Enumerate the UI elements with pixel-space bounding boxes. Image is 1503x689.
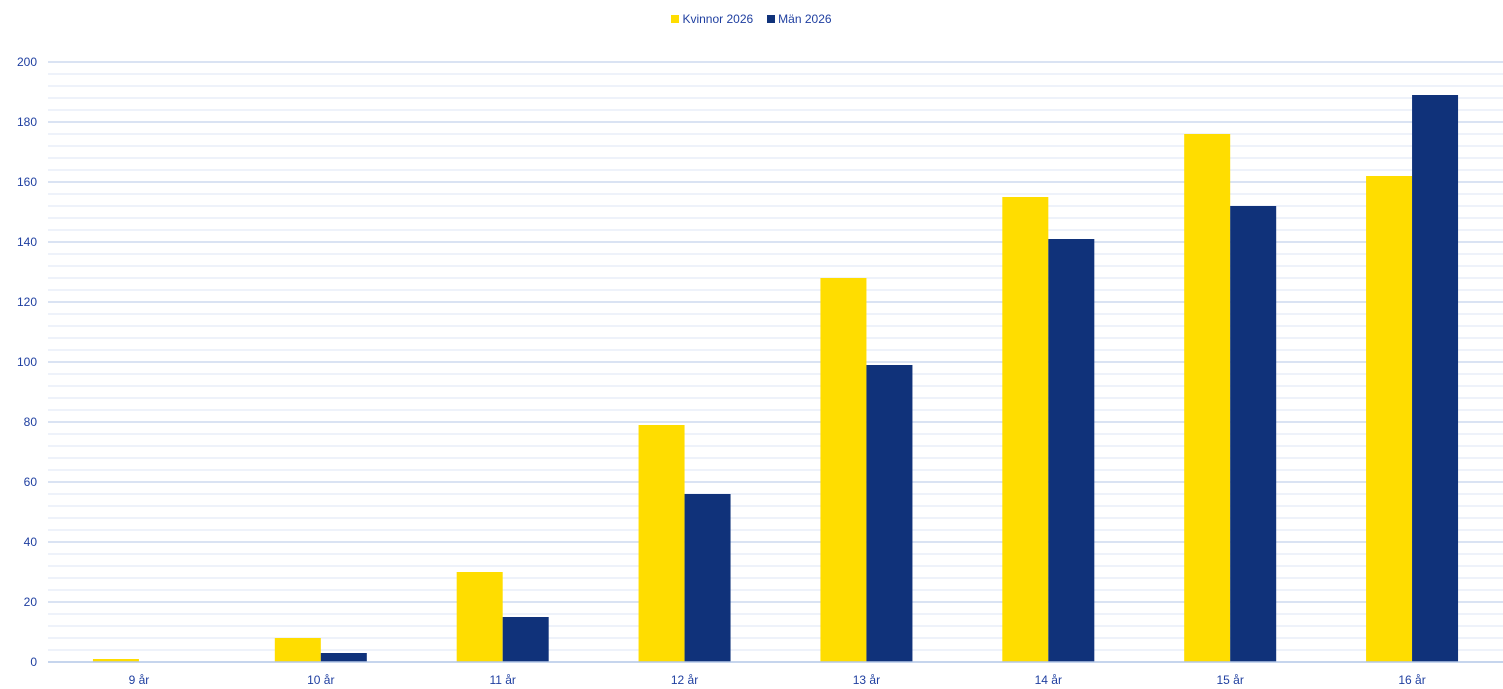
y-tick-label: 60	[24, 475, 38, 489]
y-tick-label: 200	[17, 55, 37, 69]
x-tick-label: 11 år	[489, 673, 515, 687]
bars	[92, 95, 1459, 662]
major-gridlines	[48, 61, 1503, 603]
bar-man	[320, 653, 367, 662]
y-tick-label: 0	[30, 655, 37, 669]
bar-man	[1048, 239, 1095, 662]
bar-man	[1412, 95, 1459, 662]
bar-kvinnor	[1184, 134, 1231, 662]
legend-item-man: Män 2026	[767, 12, 832, 26]
y-tick-label: 100	[17, 355, 37, 369]
x-tick-label: 12 år	[671, 673, 698, 687]
legend-swatch-kvinnor	[671, 15, 680, 23]
y-tick-label: 180	[17, 115, 37, 129]
legend: Kvinnor 2026 Män 2026	[0, 12, 1503, 26]
bar-kvinnor	[92, 659, 139, 662]
x-tick-label: 13 år	[853, 673, 880, 687]
y-axis-labels: 0 20 40 60 80 100 120 140 160 180 200	[17, 55, 37, 669]
bar-kvinnor	[1002, 197, 1049, 662]
x-axis-labels: 9 år 10 år 11 år 12 år 13 år 14 år 15 år 16 år	[129, 673, 1426, 687]
bar-kvinnor	[820, 278, 867, 662]
bar-kvinnor	[638, 425, 685, 662]
legend-item-kvinnor: Kvinnor 2026	[671, 12, 753, 26]
bar-kvinnor	[1366, 176, 1413, 662]
bar-man	[1230, 206, 1277, 662]
y-tick-label: 20	[24, 595, 38, 609]
y-tick-label: 80	[24, 415, 38, 429]
x-tick-label: 9 år	[129, 673, 150, 687]
x-tick-label: 16 år	[1398, 673, 1425, 687]
legend-label-kvinnor: Kvinnor 2026	[682, 12, 754, 26]
bar-kvinnor	[274, 638, 321, 662]
legend-label-man: Män 2026	[778, 12, 832, 26]
y-tick-label: 120	[17, 295, 37, 309]
bar-man	[684, 494, 731, 662]
legend-swatch-man	[767, 15, 776, 23]
y-tick-label: 160	[17, 175, 37, 189]
bar-man	[866, 365, 913, 662]
x-tick-label: 14 år	[1035, 673, 1062, 687]
x-tick-label: 10 år	[307, 673, 334, 687]
x-tick-label: 15 år	[1217, 673, 1244, 687]
bar-kvinnor	[456, 572, 503, 662]
bar-man	[502, 617, 549, 662]
y-tick-label: 40	[24, 535, 38, 549]
y-tick-label: 140	[17, 235, 37, 249]
